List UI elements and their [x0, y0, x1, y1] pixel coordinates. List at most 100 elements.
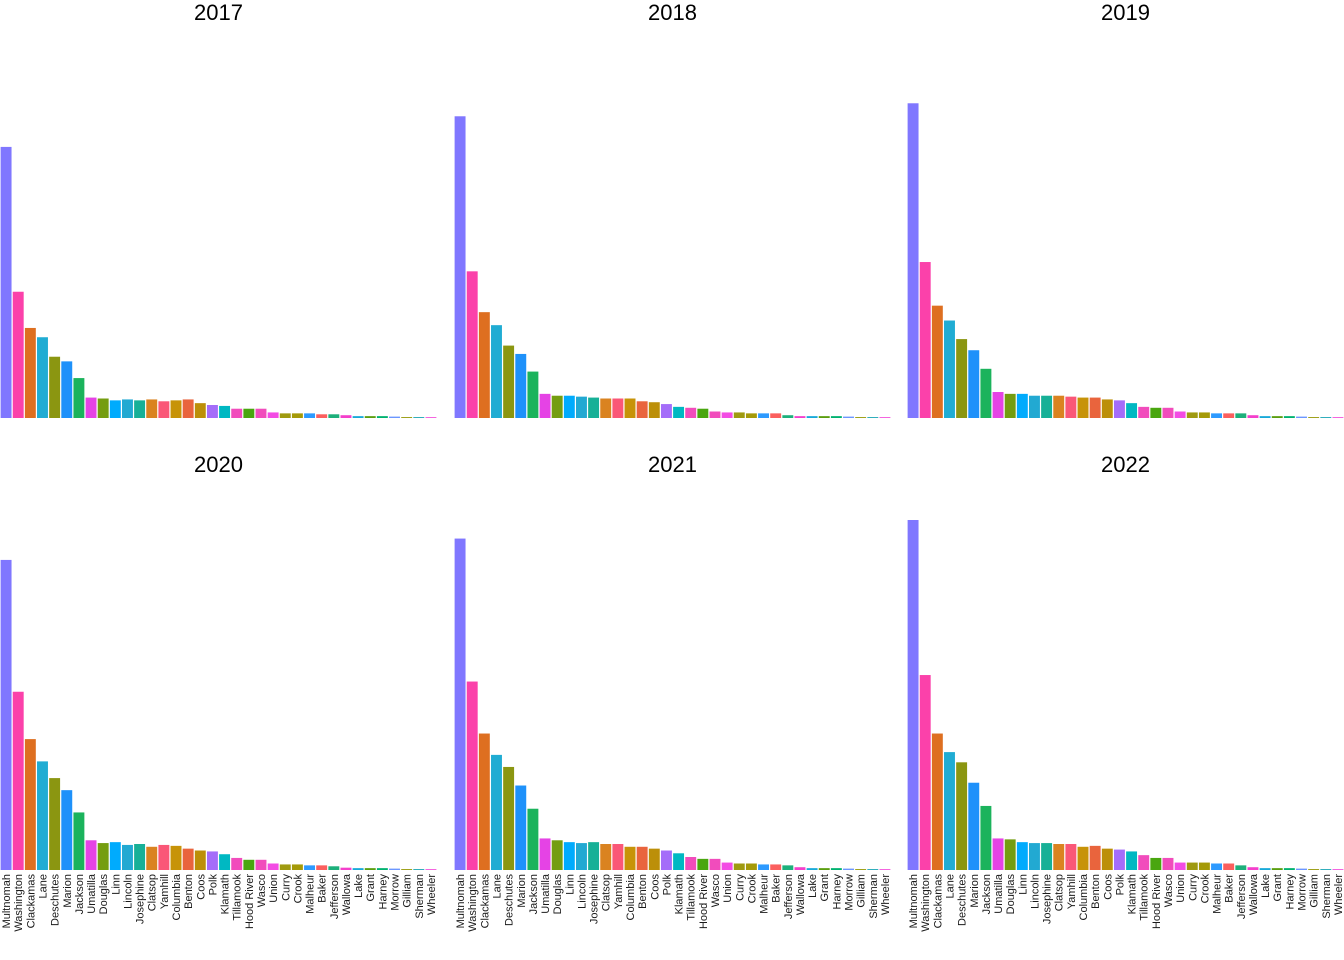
bar-gilliam — [1308, 417, 1320, 418]
x-tick-label: Deschutes — [957, 874, 969, 926]
bar-columbia — [1077, 846, 1089, 870]
x-tick-label: Josephine — [1042, 874, 1054, 924]
x-tick-label: Multnomah — [1, 874, 13, 928]
x-tick-label: Jackson — [981, 874, 993, 914]
bar-josephine — [588, 397, 600, 418]
x-tick-label: Clatsop — [147, 874, 159, 911]
panel-title: 2019 — [1101, 0, 1150, 25]
facet-panel-2020: 2020 Multnomah Washington Clackamas Lane Desc… — [0, 452, 438, 932]
bar-yamhill — [158, 401, 170, 418]
bar-douglas — [1004, 393, 1016, 418]
bar-benton — [636, 401, 648, 418]
x-tick-label: Tillamook — [686, 874, 698, 921]
x-tick-label: Grant — [819, 874, 831, 902]
x-tick-label: Linn — [1017, 874, 1029, 895]
x-tick-label: Coos — [1102, 874, 1114, 900]
bar-baker — [316, 865, 328, 870]
bar-lincoln — [1029, 395, 1040, 418]
x-tick-label: Curry — [734, 874, 746, 901]
bar-curry — [279, 864, 291, 870]
bar-wasco — [709, 858, 721, 870]
bar-multnomah — [907, 520, 919, 870]
bar-umatilla — [85, 840, 97, 870]
bar-coos — [648, 402, 660, 418]
bar-douglas — [551, 840, 563, 870]
bar-wasco — [255, 859, 267, 870]
x-tick-label: Multnomah — [908, 874, 920, 928]
x-tick-label: Hood River — [244, 874, 256, 929]
bar-polk — [660, 850, 672, 870]
facet-panel-2022: 2022 Multnomah Washington Clackamas Lane Desc… — [907, 452, 1344, 932]
x-tick-label: Benton — [1090, 874, 1102, 909]
bar-curry — [733, 412, 745, 418]
bar-gilliam — [855, 417, 867, 418]
x-tick-label: Clackamas — [932, 874, 944, 929]
bar-linn — [563, 395, 575, 418]
bar-tillamook — [1138, 406, 1150, 418]
x-tick-label: Lake — [1260, 874, 1272, 898]
bar-lake — [1259, 416, 1271, 418]
x-tick-label: Polk — [1114, 874, 1126, 896]
x-tick-label: Jackson — [74, 874, 86, 914]
x-tick-label: Jackson — [528, 874, 540, 914]
bar-sherman — [1320, 417, 1332, 418]
bar-harney — [830, 416, 842, 418]
x-tick-label: Lincoln — [576, 874, 588, 909]
bar-hood-river — [697, 408, 709, 418]
bar-yamhill — [1065, 844, 1077, 870]
bar-coos — [194, 403, 206, 418]
bar-jackson — [527, 371, 539, 418]
bar-wheeler — [1332, 417, 1344, 418]
bar-lane — [491, 754, 502, 870]
bar-wallowa — [794, 867, 806, 870]
bar-grant — [818, 416, 830, 418]
bar-curry — [1186, 862, 1198, 870]
x-tick-label: Gilliam — [856, 874, 868, 908]
bar-linn — [109, 400, 121, 418]
bar-tillamook — [231, 408, 243, 418]
x-tick-label: Tillamook — [1139, 874, 1151, 921]
panel-title: 2017 — [194, 0, 243, 25]
bar-baker — [316, 414, 328, 418]
x-tick-label: Douglas — [552, 874, 564, 915]
bar-baker — [770, 864, 782, 870]
bar-josephine — [1041, 395, 1053, 418]
bar-lane — [491, 325, 502, 418]
x-tick-label: Wheeler — [880, 874, 892, 915]
bar-douglas — [97, 843, 109, 870]
bar-clackamas — [478, 312, 490, 418]
x-tick-label: Lake — [807, 874, 819, 898]
panel-title: 2022 — [1101, 452, 1150, 477]
bar-polk — [206, 851, 218, 870]
bar-wasco — [1162, 407, 1174, 418]
x-tick-label: Malheur — [305, 874, 317, 914]
x-tick-label: Lake — [353, 874, 365, 898]
bar-wallowa — [1247, 415, 1259, 418]
bar-douglas — [97, 398, 109, 418]
bar-malheur — [758, 413, 770, 418]
bar-josephine — [134, 400, 146, 418]
x-tick-label: Umatilla — [993, 873, 1005, 914]
x-tick-label: Columbia — [625, 873, 637, 920]
bar-lane — [944, 752, 955, 870]
bar-hood-river — [243, 408, 255, 418]
x-tick-label: Harney — [1284, 874, 1296, 910]
bar-columbia — [170, 845, 182, 870]
bar-marion — [968, 350, 980, 418]
bar-wasco — [1162, 857, 1174, 870]
bar-sherman — [867, 869, 879, 870]
panel-title: 2021 — [648, 452, 697, 477]
x-tick-label: Columbia — [171, 873, 183, 920]
bar-harney — [376, 416, 388, 418]
x-tick-label: Coos — [649, 874, 661, 900]
x-tick-label: Lane — [37, 874, 49, 898]
bar-coos — [194, 850, 206, 870]
bar-klamath — [673, 853, 685, 870]
x-tick-label: Crook — [1199, 874, 1211, 904]
x-tick-label: Jefferson — [1236, 874, 1248, 919]
facet-panel-2019: 2019 — [907, 0, 1344, 418]
x-tick-label: Wasco — [256, 874, 268, 907]
x-tick-label: Wallowa — [1248, 873, 1260, 915]
x-tick-label: Benton — [183, 874, 195, 909]
